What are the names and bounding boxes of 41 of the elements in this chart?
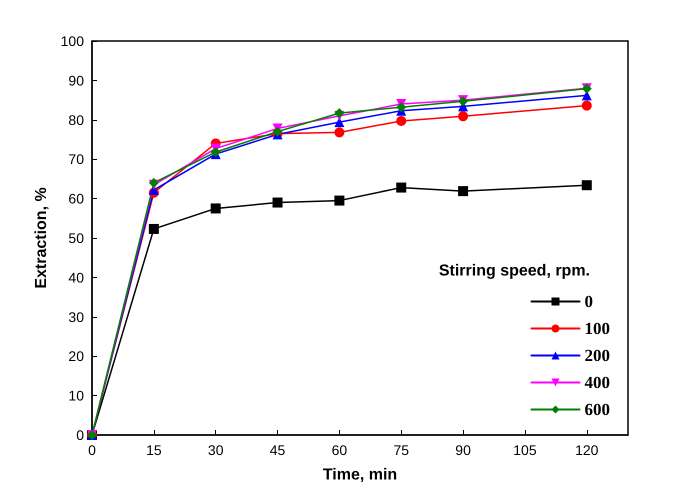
point (272, 198, 283, 208)
x-axis-title: Time, min (322, 466, 398, 484)
legend-label: 200 (584, 346, 610, 365)
y-axis-title: Extraction, % (33, 187, 50, 289)
point (396, 116, 406, 126)
x-tick-label: 105 (513, 442, 537, 458)
y-tick-label: 80 (68, 112, 84, 128)
y-tick-label: 100 (60, 33, 84, 49)
x-tick-label: 45 (270, 442, 286, 458)
y-tick-label: 0 (76, 427, 84, 443)
legend-label: 0 (584, 292, 593, 311)
x-tick-label: 15 (146, 442, 162, 458)
y-tick-label: 90 (68, 72, 84, 88)
y-tick-label: 60 (68, 190, 84, 207)
x-tick-label: 30 (208, 442, 224, 458)
point (334, 127, 344, 138)
x-tick-label: 60 (332, 442, 348, 458)
x-tick-label: 120 (575, 442, 599, 458)
point (334, 196, 344, 206)
legend-label: 600 (584, 400, 610, 419)
legend-title: Stirring speed, rpm. (438, 262, 590, 280)
x-tick-label: 90 (455, 442, 472, 458)
point (582, 100, 592, 111)
y-tick-label: 20 (68, 348, 84, 364)
x-tick-label: 75 (393, 442, 410, 458)
y-tick-label: 10 (68, 388, 84, 404)
point (458, 186, 468, 196)
y-tick-label: 40 (68, 269, 84, 286)
point (210, 203, 221, 214)
y-tick-label: 50 (68, 230, 84, 246)
point (396, 182, 406, 193)
point (396, 102, 406, 112)
legend-label: 400 (584, 373, 610, 392)
point (148, 224, 159, 234)
point (582, 180, 592, 190)
point (458, 111, 468, 122)
point (334, 108, 344, 118)
y-tick-label: 30 (68, 308, 84, 325)
x-tick-label: 0 (88, 442, 96, 458)
y-tick-label: 70 (68, 151, 84, 168)
legend-label: 100 (584, 319, 610, 338)
